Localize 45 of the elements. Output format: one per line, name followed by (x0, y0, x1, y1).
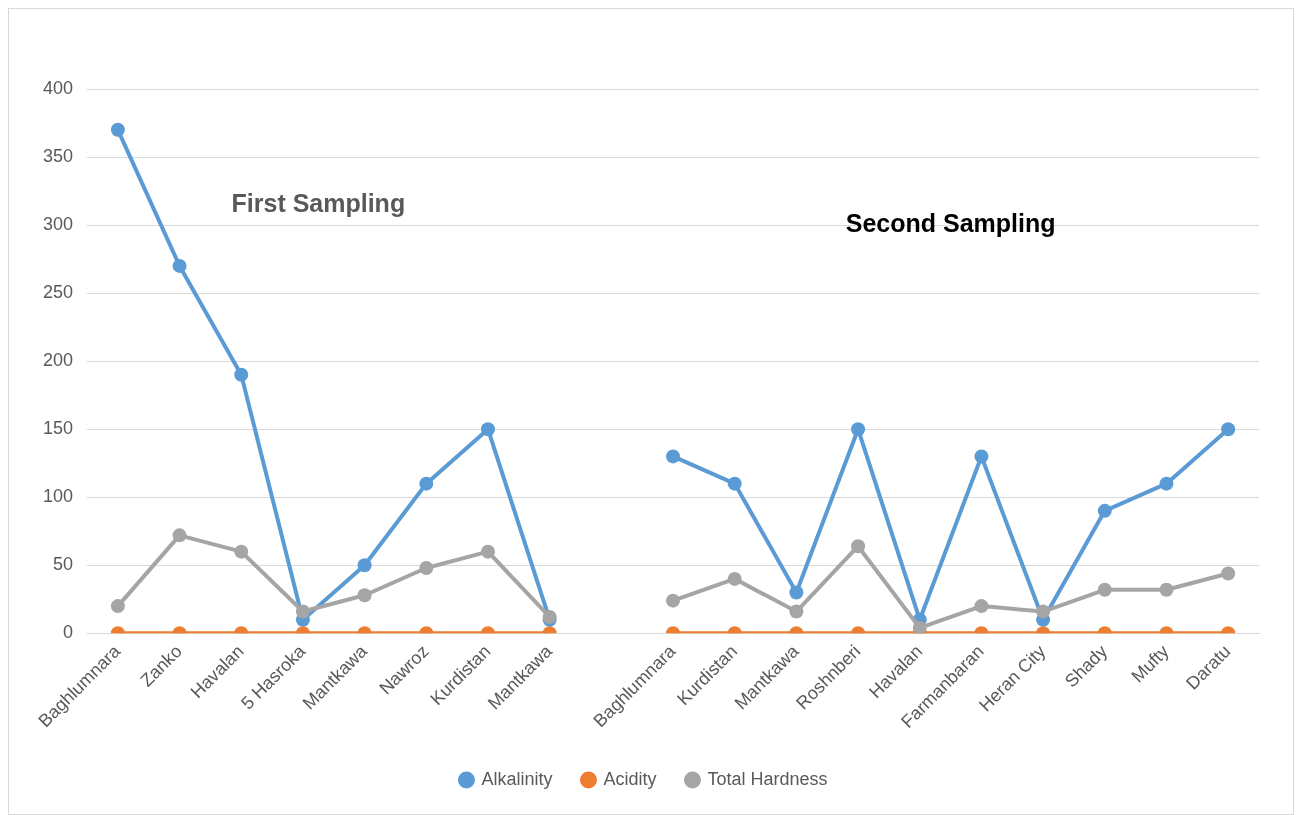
point (172, 258, 187, 273)
point (357, 558, 372, 573)
point (1036, 604, 1051, 619)
annotation: First Sampling (231, 188, 406, 217)
point (1097, 582, 1112, 597)
point (234, 544, 249, 559)
point (480, 544, 495, 559)
point (789, 604, 804, 619)
point (974, 599, 989, 614)
point (912, 620, 927, 634)
point (419, 561, 434, 575)
y-tick-label: 50 (53, 554, 74, 575)
point (110, 599, 125, 614)
point (851, 422, 866, 437)
legend-label: Alkalinity (481, 768, 553, 789)
y-tick-label: 100 (42, 486, 74, 507)
point (172, 528, 187, 543)
point (1221, 566, 1236, 581)
legend-label: Total Hardness (707, 768, 828, 789)
legend-label: Acidity (603, 768, 657, 789)
point (480, 422, 495, 437)
point (727, 571, 742, 586)
point (1159, 476, 1174, 491)
point (1097, 503, 1112, 518)
point (357, 588, 372, 603)
point (419, 476, 434, 491)
point (110, 122, 125, 137)
y-tick-label: 300 (42, 214, 74, 235)
annotation: Second Sampling (845, 208, 1056, 237)
y-tick-label: 0 (63, 622, 74, 643)
point (666, 449, 681, 464)
point (1159, 582, 1174, 597)
point (666, 593, 681, 608)
y-tick-label: 200 (42, 350, 74, 371)
point (789, 585, 804, 600)
point (727, 476, 742, 491)
y-tick-label: 250 (42, 282, 74, 303)
point (974, 449, 989, 464)
point (295, 604, 310, 619)
point (1221, 422, 1236, 437)
y-tick-label: 400 (42, 77, 74, 98)
y-tick-label: 350 (42, 146, 74, 167)
point (851, 539, 866, 554)
y-tick-label: 150 (42, 418, 74, 439)
point (234, 367, 249, 382)
